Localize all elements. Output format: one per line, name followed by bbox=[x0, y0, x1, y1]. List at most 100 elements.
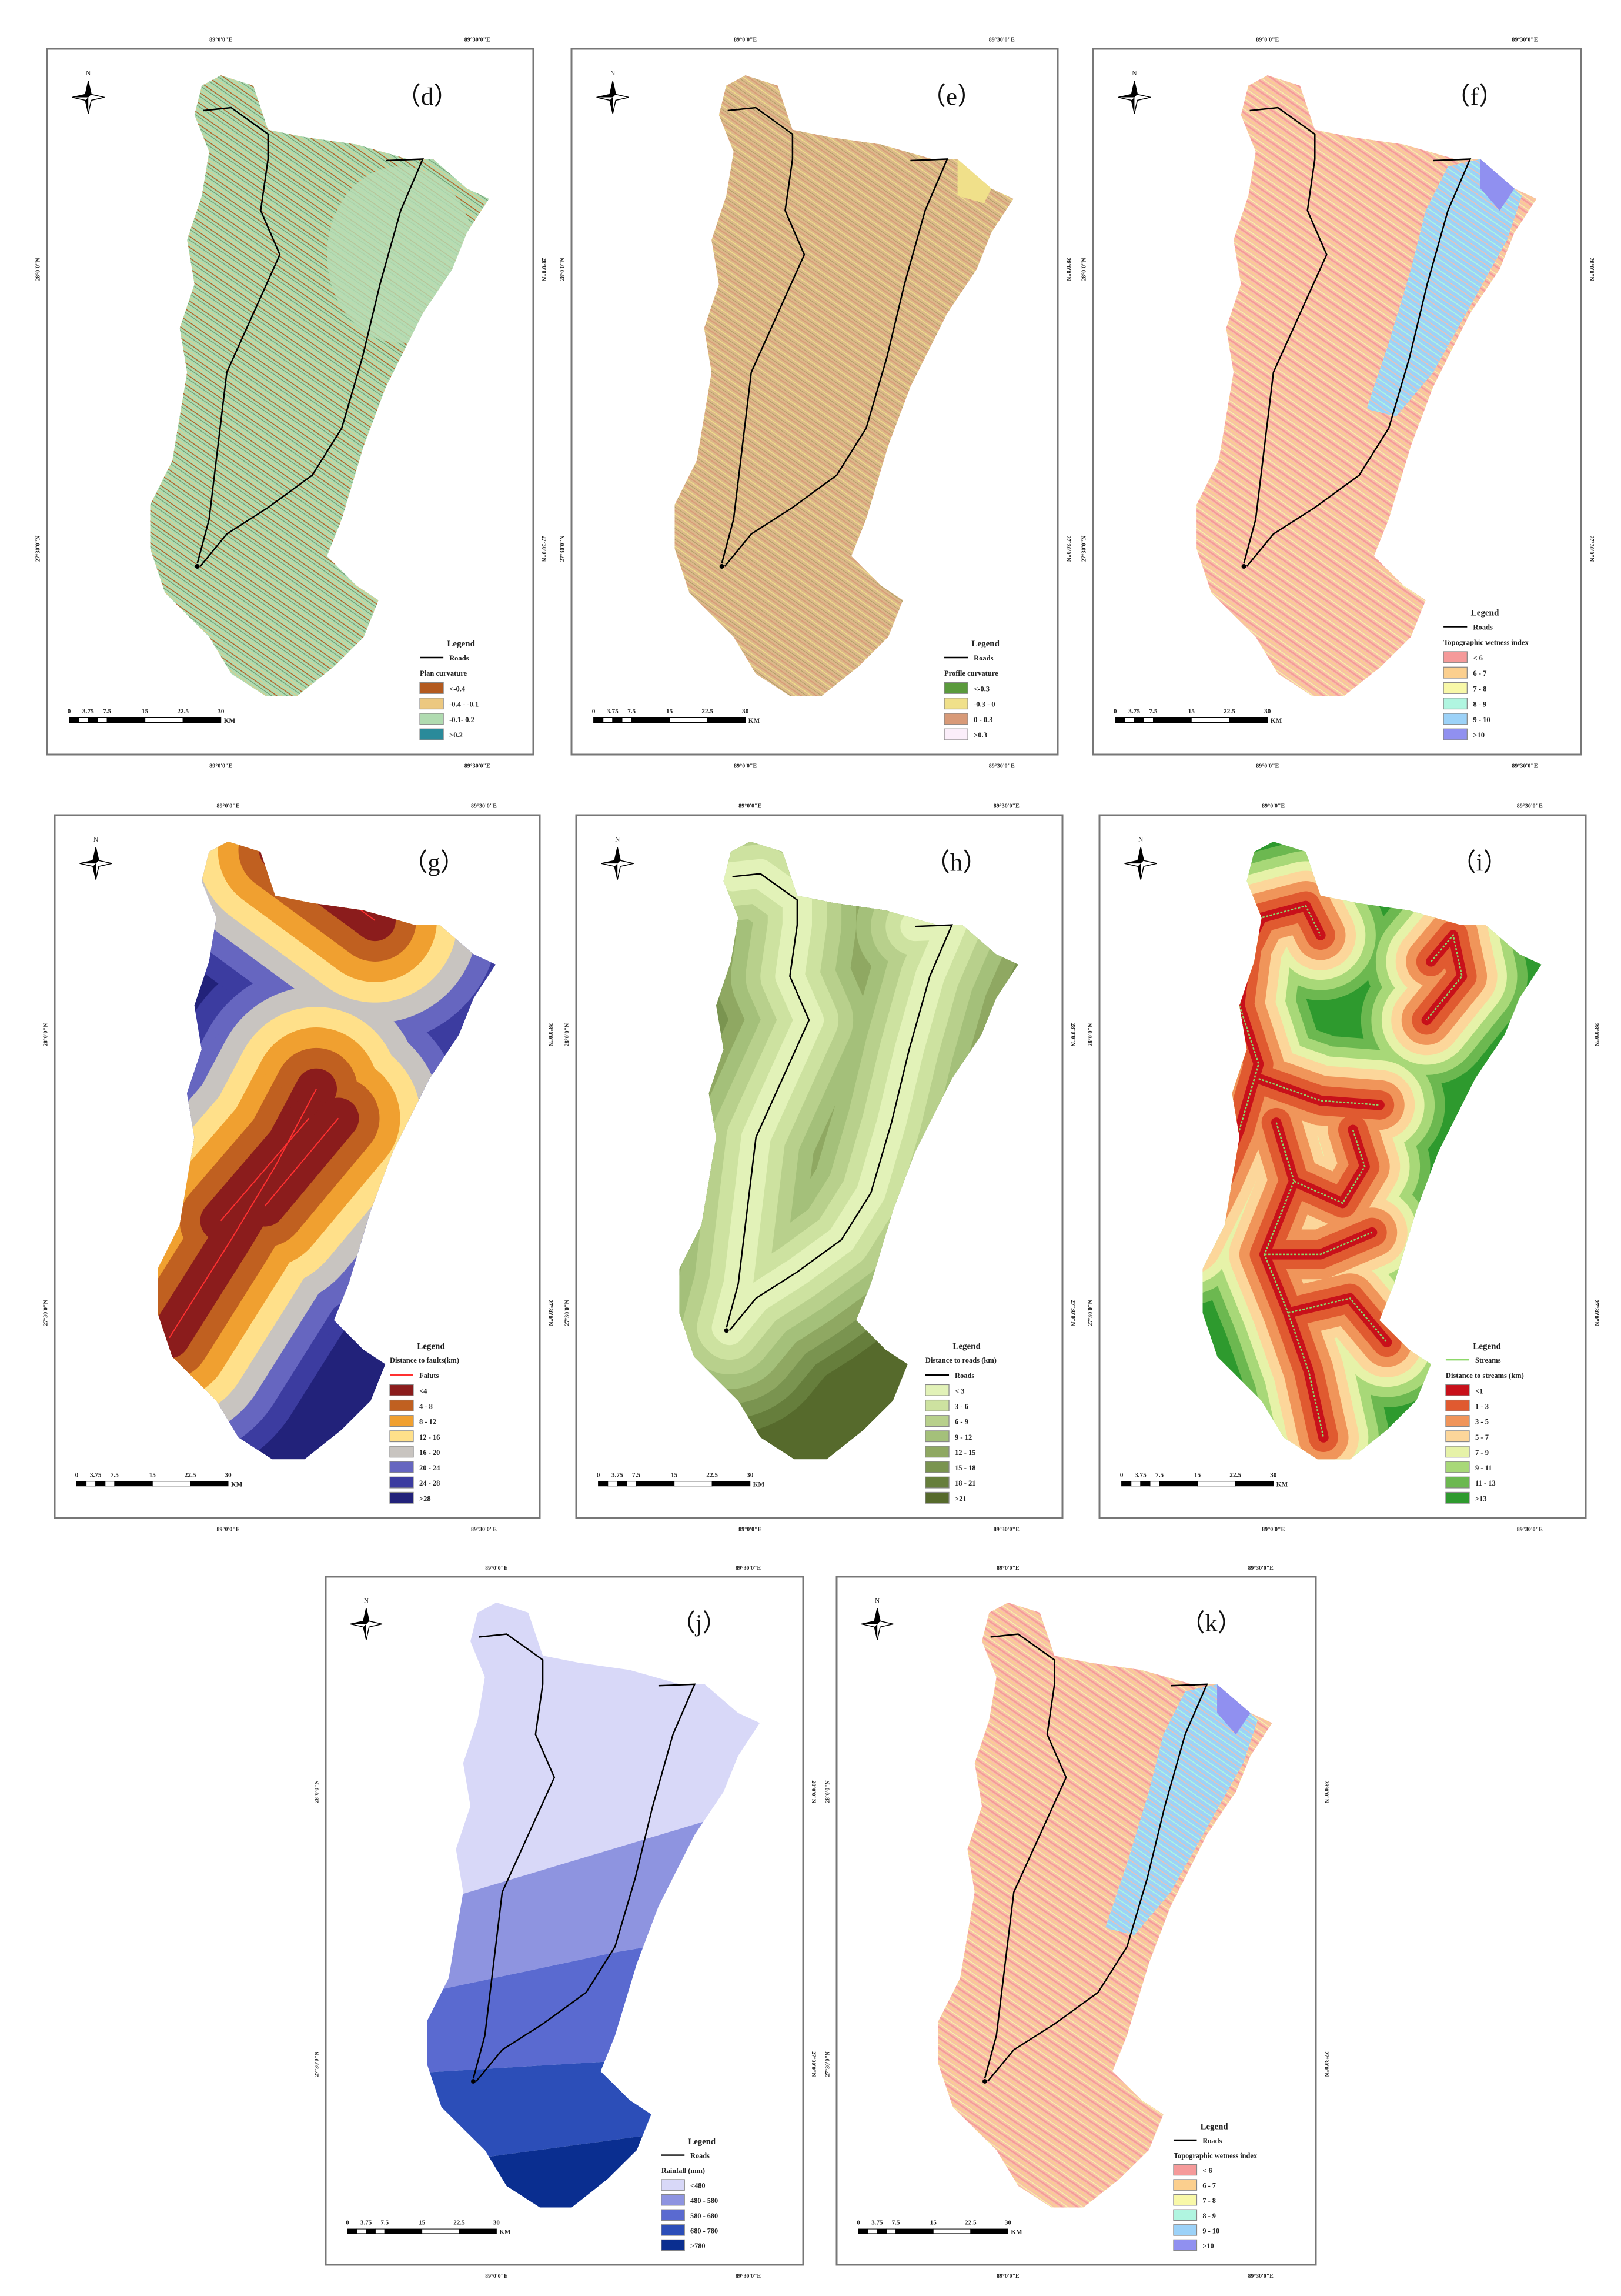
legend-heading: Legend bbox=[447, 639, 475, 649]
legend-swatch bbox=[1445, 1384, 1470, 1396]
town-marker bbox=[1241, 564, 1246, 569]
road-line bbox=[1243, 106, 1328, 564]
panel-label: （k） bbox=[1181, 1610, 1242, 1637]
legend-swatch bbox=[925, 1399, 950, 1411]
longitude-label-bottom: 89°30'0"E bbox=[471, 1526, 497, 1533]
north-arrow-icon bbox=[596, 81, 629, 114]
legend-line-label: Roads bbox=[1202, 2137, 1222, 2145]
legend-class-label: >10 bbox=[1202, 2242, 1214, 2250]
scale-tick-label: 15 bbox=[142, 708, 149, 715]
road-line bbox=[728, 924, 953, 1331]
legend-swatch bbox=[1445, 1399, 1470, 1411]
town-marker bbox=[719, 564, 724, 569]
scale-bar: 0 3.75 7.5 15 22.5 30 KM bbox=[857, 2220, 1022, 2236]
scale-segment bbox=[422, 2228, 460, 2234]
scale-segment bbox=[621, 718, 632, 723]
legend: Legend Distance to roads (km) Roads < 3 3 - … bbox=[925, 1341, 997, 1504]
legend-class-label: >10 bbox=[1473, 731, 1485, 739]
scale-segment bbox=[707, 718, 746, 723]
legend-class-label: 6 - 9 bbox=[955, 1418, 968, 1426]
legend-swatch bbox=[1173, 2194, 1198, 2206]
scale-tick-label: 3.75 bbox=[871, 2220, 883, 2227]
legend: Legend Roads Rainfall (mm) <480 480 - 580 580… bbox=[661, 2137, 718, 2251]
scale-bar: 0 3.75 7.5 15 22.5 30 KM bbox=[592, 708, 760, 725]
legend: Legend Roads Profile curvature <-0.3 -0.3 - … bbox=[944, 639, 1000, 740]
legend-line-label: Roads bbox=[690, 2151, 710, 2160]
scale-segment bbox=[384, 2228, 423, 2234]
scale-tick-label: 30 bbox=[218, 708, 225, 715]
scale-segment bbox=[598, 1481, 609, 1487]
longitude-label-bottom: 89°0'0"E bbox=[485, 2273, 508, 2280]
latitude-label-right: 27°30'0"N bbox=[1593, 1300, 1599, 1326]
scale-tick-label: 0 bbox=[75, 1471, 79, 1479]
road-line bbox=[199, 158, 424, 567]
latitude-label-left: 27°30'0"N bbox=[42, 1300, 49, 1326]
latitude-label-left: 28°0'0"N bbox=[314, 1780, 320, 1803]
scale-unit-label: KM bbox=[224, 718, 236, 725]
legend-class-label: 0 - 0.3 bbox=[974, 716, 992, 724]
legend-swatch bbox=[1173, 2179, 1198, 2191]
north-label: N bbox=[610, 70, 615, 77]
scale-segment bbox=[858, 2228, 868, 2234]
longitude-label-top: 89°30'0"E bbox=[736, 1565, 761, 1571]
scale-segment bbox=[1124, 718, 1135, 723]
map-panel-f: 89°0'0"E 89°0'0"E 89°30'0"E 89°30'0"E 28°0'0… bbox=[1081, 37, 1595, 770]
longitude-label-bottom: 89°30'0"E bbox=[1517, 1526, 1543, 1533]
scale-bar: 0 3.75 7.5 15 22.5 30 KM bbox=[346, 2220, 511, 2236]
legend-class-label: 9 - 10 bbox=[1473, 716, 1490, 724]
stream-line bbox=[1294, 1129, 1366, 1204]
legend-heading: Legend bbox=[1201, 2123, 1229, 2132]
legend-swatch bbox=[419, 728, 444, 740]
legend-class-label: <480 bbox=[690, 2182, 705, 2190]
scale-segment bbox=[105, 1481, 115, 1487]
scale-segment bbox=[631, 718, 670, 723]
legend-class-label: >780 bbox=[690, 2242, 705, 2250]
scale-unit-label: KM bbox=[1276, 1481, 1288, 1489]
latitude-label-left: 27°30'0"N bbox=[35, 535, 41, 562]
legend-heading: Legend bbox=[971, 639, 1000, 649]
scale-segment bbox=[1191, 718, 1230, 723]
town-marker bbox=[195, 564, 200, 569]
legend-swatch bbox=[389, 1491, 414, 1504]
scale-tick-label: 15 bbox=[930, 2220, 937, 2227]
legend-line-label: Roads bbox=[1473, 623, 1493, 632]
legend-class-label: 5 - 7 bbox=[1475, 1433, 1489, 1441]
legend-class-label: 9 - 11 bbox=[1475, 1464, 1492, 1472]
legend-swatch bbox=[1173, 2164, 1198, 2176]
legend-class-label: 1 - 3 bbox=[1475, 1403, 1489, 1411]
legend-swatch bbox=[389, 1415, 414, 1427]
scale-tick-label: 30 bbox=[747, 1471, 754, 1479]
legend-title: Rainfall (mm) bbox=[661, 2167, 705, 2175]
legend-swatch bbox=[661, 2239, 685, 2251]
legend-class-label: < 6 bbox=[1473, 654, 1483, 662]
legend-swatch bbox=[1445, 1491, 1470, 1504]
map-panel-k: 89°0'0"E 89°0'0"E 89°30'0"E 89°30'0"E 28°0'0… bbox=[825, 1565, 1329, 2280]
latitude-label-left: 27°30'0"N bbox=[825, 2051, 831, 2077]
longitude-label-top: 89°0'0"E bbox=[738, 803, 761, 810]
north-label: N bbox=[1132, 70, 1137, 77]
legend-class-label: 8 - 12 bbox=[419, 1418, 436, 1426]
study-area-map bbox=[938, 1602, 1272, 2208]
latitude-label-right: 28°0'0"N bbox=[1588, 258, 1595, 281]
scale-tick-label: 3.75 bbox=[82, 708, 94, 715]
legend-title: Plan curvature bbox=[420, 669, 467, 678]
north-label: N bbox=[615, 836, 620, 843]
scale-tick-label: 22.5 bbox=[701, 708, 713, 715]
legend-swatch bbox=[1443, 728, 1468, 740]
scale-segment bbox=[375, 2228, 385, 2234]
scale-tick-label: 22.5 bbox=[177, 708, 189, 715]
longitude-label-top: 89°0'0"E bbox=[734, 37, 757, 44]
legend-class-label: 9 - 12 bbox=[955, 1433, 972, 1441]
scale-segment bbox=[190, 1481, 229, 1487]
longitude-label-bottom: 89°30'0"E bbox=[994, 1526, 1020, 1533]
north-arrow-icon bbox=[1118, 81, 1151, 114]
legend-line-label: Roads bbox=[955, 1371, 975, 1380]
map-canvas: 89°0'0"E 89°0'0"E 89°30'0"E 89°30'0"E 28°0'0… bbox=[564, 803, 1076, 1533]
legend-swatch bbox=[419, 682, 444, 694]
legend-swatch bbox=[1445, 1476, 1470, 1489]
legend-swatch bbox=[1445, 1430, 1470, 1443]
scale-tick-label: 7.5 bbox=[627, 708, 636, 715]
scale-tick-label: 30 bbox=[1270, 1471, 1277, 1479]
scale-bar: 0 3.75 7.5 15 22.5 30 KM bbox=[597, 1471, 765, 1488]
legend-swatch bbox=[925, 1384, 950, 1396]
